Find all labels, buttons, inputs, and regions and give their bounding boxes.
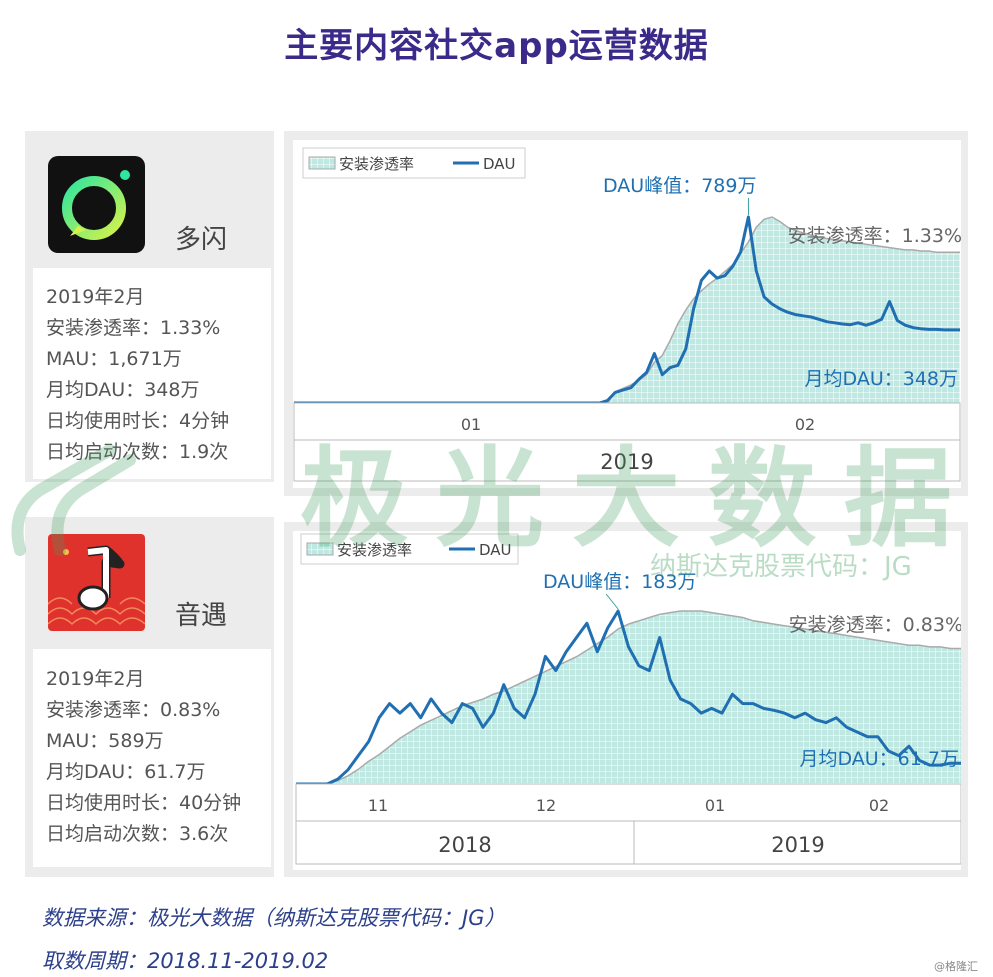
app-name-duoshan: 多闪 <box>175 225 228 255</box>
info-mau: MAU：1,671万 <box>46 348 182 370</box>
info-penetration: 安装渗透率：0.83% <box>46 699 221 721</box>
app-info-yinyu: 2019年2月 安装渗透率：0.83% MAU：589万 月均DAU：61.7万… <box>33 649 271 867</box>
x-tick-label: 01 <box>705 796 725 815</box>
x-tick-label: 01 <box>461 415 481 434</box>
credit-text: @格隆汇 <box>934 960 978 973</box>
peak-leader-line <box>605 593 619 610</box>
app-name-yinyu: 音遇 <box>175 601 228 631</box>
x-year-label: 2019 <box>771 833 824 857</box>
legend-swatch-penetration <box>308 156 336 170</box>
info-daily-launches: 日均启动次数：3.6次 <box>46 823 229 845</box>
x-axis-box <box>293 402 961 482</box>
app-panel-duoshan: 多闪 2019年2月 安装渗透率：1.33% MAU：1,671万 月均DAU：… <box>25 131 274 482</box>
app-panel-yinyu: 音遇 2019年2月 安装渗透率：0.83% MAU：589万 月均DAU：61… <box>25 517 274 877</box>
penetration-area <box>294 217 960 403</box>
legend-label-penetration: 安装渗透率 <box>337 541 412 559</box>
info-daily-duration: 日均使用时长：4分钟 <box>46 410 230 432</box>
watermark-logo-icon <box>0 400 140 560</box>
x-year-label: 2019 <box>600 450 653 474</box>
app-info-duoshan: 2019年2月 安装渗透率：1.33% MAU：1,671万 月均DAU：348… <box>33 268 271 479</box>
legend-swatch-penetration <box>306 542 334 556</box>
annotation-penetration: 安装渗透率：0.83% <box>789 614 961 636</box>
footer-source: 数据来源：极光大数据（纳斯达克股票代码：JG） <box>42 906 506 930</box>
x-tick-label: 02 <box>795 415 815 434</box>
info-daily-duration: 日均使用时长：40分钟 <box>46 792 242 814</box>
annotation-avg-dau: 月均DAU：61.7万 <box>799 748 959 770</box>
footer-period: 取数周期：2018.11-2019.02 <box>42 949 329 973</box>
x-tick-label: 11 <box>368 796 388 815</box>
info-avg-dau: 月均DAU：348万 <box>46 379 200 401</box>
x-year-label: 2018 <box>438 833 491 857</box>
legend-label-dau: DAU <box>479 541 512 559</box>
page-title: 主要内容社交app运营数据 <box>284 26 709 66</box>
info-avg-dau: 月均DAU：61.7万 <box>46 761 206 783</box>
annotation-penetration: 安装渗透率：1.33% <box>788 225 961 247</box>
legend-label-dau: DAU <box>483 155 516 173</box>
info-period: 2019年2月 <box>46 668 145 690</box>
annotation-peak: DAU峰值：789万 <box>603 175 756 197</box>
annotation-peak: DAU峰值：183万 <box>543 571 696 593</box>
x-tick-label: 12 <box>536 796 556 815</box>
chart-legend: 安装渗透率 DAU <box>302 147 526 179</box>
chart-legend: 安装渗透率 DAU <box>300 533 519 565</box>
info-mau: MAU：589万 <box>46 730 164 752</box>
info-daily-launches: 日均启动次数：1.9次 <box>46 441 229 463</box>
legend-box <box>300 533 519 565</box>
yinyu-music-note-icon <box>48 534 145 631</box>
chart-panel-yinyu: 安装渗透率 DAU DAU峰值：183万安装渗透率：0.83% 月均DAU：61.7万… <box>284 522 968 877</box>
watermark-subtext: 纳斯达克股票代码：JG <box>650 552 912 582</box>
duoshan-logo-icon <box>48 156 145 253</box>
legend-label-penetration: 安装渗透率 <box>339 155 414 173</box>
info-penetration: 安装渗透率：1.33% <box>46 317 221 339</box>
penetration-area <box>296 611 961 784</box>
chart-panel-duoshan: 安装渗透率 DAU DAU峰值：789万安装渗透率：1.33% 月均DAU：348万 0… <box>284 131 968 496</box>
x-axis-box <box>295 783 961 865</box>
x-tick-label: 02 <box>869 796 889 815</box>
legend-box <box>302 147 526 179</box>
dau-line <box>296 609 961 786</box>
penetration-line <box>296 610 961 785</box>
annotation-avg-dau: 月均DAU：348万 <box>805 368 958 390</box>
info-period: 2019年2月 <box>46 286 145 308</box>
watermark-text: 极光大数据 <box>300 437 981 562</box>
